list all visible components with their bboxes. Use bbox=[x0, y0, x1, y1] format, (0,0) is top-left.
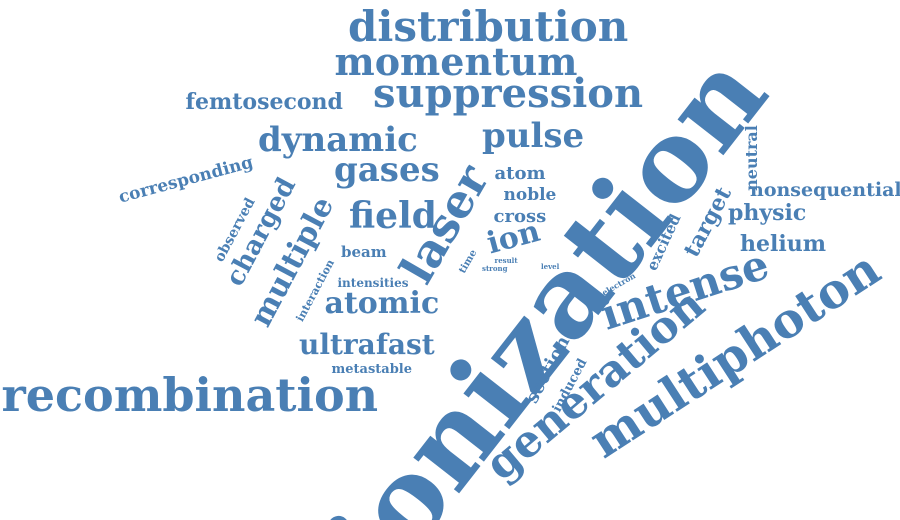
word-physic: physic bbox=[728, 200, 807, 226]
word-result: result bbox=[494, 255, 518, 265]
word-corresponding: corresponding bbox=[116, 151, 256, 208]
word-ultrafast: ultrafast bbox=[299, 328, 435, 361]
word-noble: noble bbox=[503, 184, 557, 205]
word-pulse: pulse bbox=[482, 116, 585, 156]
word-beam: beam bbox=[341, 242, 387, 261]
word-atom: atom bbox=[494, 163, 546, 184]
word-helium: helium bbox=[740, 231, 826, 257]
word-gases: gases bbox=[334, 150, 440, 190]
word-recombination: recombination bbox=[1, 368, 379, 422]
word-nonsequential: nonsequential bbox=[750, 178, 900, 201]
word-dynamic: dynamic bbox=[258, 120, 418, 160]
word-momentum: momentum bbox=[334, 39, 578, 84]
word-cross: cross bbox=[493, 206, 547, 227]
word-atomic: atomic bbox=[324, 286, 440, 321]
word-distribution: distribution bbox=[348, 2, 629, 51]
word-field: field bbox=[349, 195, 437, 237]
word-time: time bbox=[456, 248, 479, 276]
word-neutral: neutral bbox=[741, 125, 761, 191]
word-suppression: suppression bbox=[373, 70, 644, 117]
word-femtosecond: femtosecond bbox=[185, 89, 343, 115]
word-intensities: intensities bbox=[337, 276, 409, 290]
word-strong: strong bbox=[482, 263, 508, 273]
word-level: level bbox=[541, 261, 560, 271]
word-metastable: metastable bbox=[331, 361, 413, 377]
